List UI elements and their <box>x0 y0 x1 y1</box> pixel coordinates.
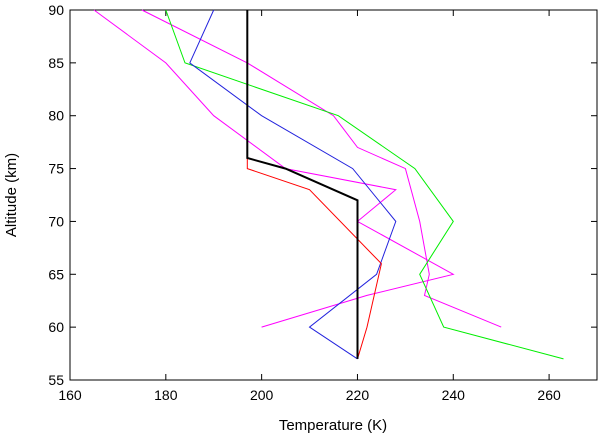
plot-frame <box>69 9 598 381</box>
x-tick-label: 200 <box>250 387 274 403</box>
series-line-4 <box>189 9 397 360</box>
y-tick-label: 65 <box>48 266 64 282</box>
series-line-3 <box>165 9 564 360</box>
y-tick-label: 90 <box>48 2 64 18</box>
axis-ticks: 160 180 200 220 240 260 55 60 65 70 75 80 85 90 <box>48 2 597 403</box>
y-tick-label: 75 <box>48 161 64 177</box>
series-line-2 <box>141 9 502 328</box>
series-line-5 <box>246 10 382 360</box>
y-tick-label: 55 <box>48 372 64 388</box>
y-axis-label: Altitude (km) <box>3 153 20 237</box>
x-tick-label: 240 <box>442 387 466 403</box>
y-tick-label: 60 <box>48 319 64 335</box>
y-tick-label: 70 <box>48 213 64 229</box>
series-line-6 <box>246 10 359 359</box>
x-axis-label: Temperature (K) <box>279 417 387 434</box>
x-tick-label: 260 <box>537 387 561 403</box>
y-tick-label: 80 <box>48 108 64 124</box>
x-tick-label: 180 <box>154 387 178 403</box>
y-tick-label: 85 <box>48 55 64 71</box>
series-line-1 <box>93 9 455 328</box>
series-lines <box>93 9 564 360</box>
x-tick-label: 160 <box>58 387 82 403</box>
x-tick-label: 220 <box>346 387 370 403</box>
